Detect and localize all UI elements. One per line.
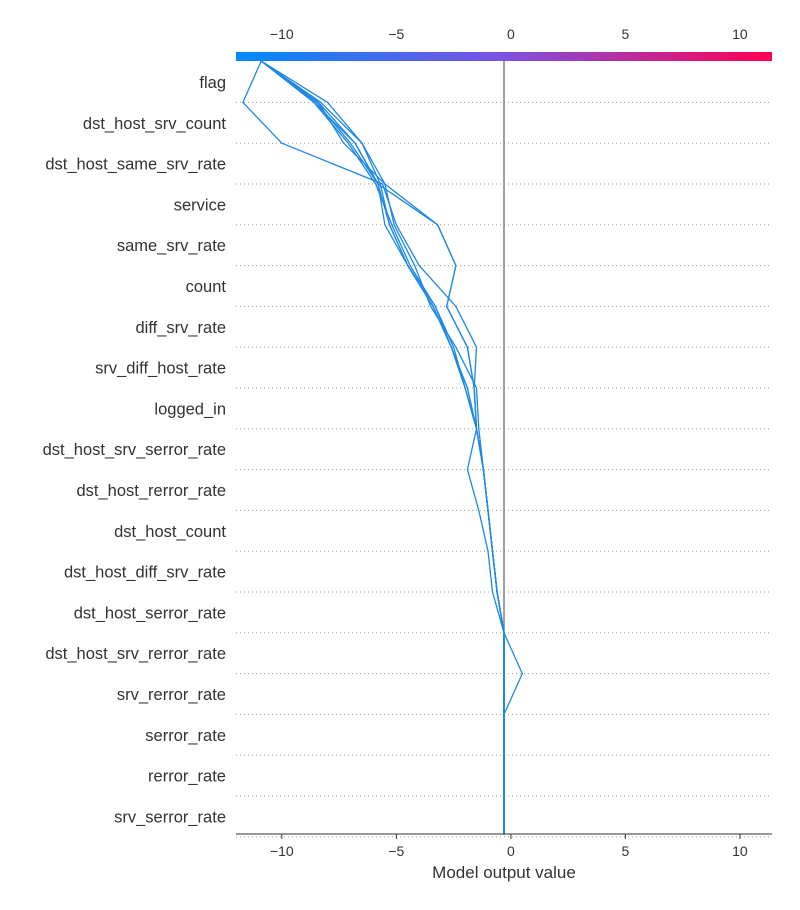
feature-label: dst_host_same_srv_rate <box>45 156 226 174</box>
feature-label: dst_host_srv_serror_rate <box>43 441 226 459</box>
feature-label: count <box>186 278 227 296</box>
feature-label: dst_host_diff_srv_rate <box>64 564 226 582</box>
feature-label: flag <box>199 74 226 92</box>
feature-label: diff_srv_rate <box>136 319 227 337</box>
feature-label: same_srv_rate <box>117 237 226 255</box>
feature-label: srv_serror_rate <box>114 808 226 826</box>
feature-label: service <box>174 196 226 214</box>
feature-label: dst_host_rerror_rate <box>77 482 227 500</box>
top-tick-label: 5 <box>622 26 630 42</box>
top-tick-label: 10 <box>732 26 748 42</box>
feature-labels: flag dst_host_srv_count dst_host_same_srv_… <box>43 74 227 826</box>
bottom-tick-label: −5 <box>388 843 404 859</box>
feature-label: serror_rate <box>145 727 226 745</box>
feature-label: srv_rerror_rate <box>117 686 226 704</box>
feature-label: dst_host_serror_rate <box>74 604 226 622</box>
decision-line <box>260 60 505 835</box>
bottom-axis: −10 −5 0 5 10 <box>236 833 772 859</box>
bottom-tick-label: 0 <box>507 843 515 859</box>
decision-line <box>260 60 505 835</box>
decision-line <box>260 60 505 835</box>
decision-line <box>260 60 505 835</box>
feature-label: dst_host_srv_rerror_rate <box>45 645 226 663</box>
feature-label: srv_diff_host_rate <box>95 360 226 378</box>
decision-line <box>260 60 505 835</box>
feature-label: dst_host_count <box>114 523 226 541</box>
feature-label: rerror_rate <box>148 768 226 786</box>
decision-line <box>260 60 505 835</box>
bottom-tick-label: −10 <box>270 843 294 859</box>
x-axis-title: Model output value <box>432 863 576 882</box>
bottom-tick-label: 10 <box>732 843 748 859</box>
decision-line <box>260 60 505 835</box>
bottom-tick-label: 5 <box>622 843 630 859</box>
top-tick-label: −5 <box>388 26 404 42</box>
feature-label: dst_host_srv_count <box>83 115 227 133</box>
decision-lines <box>242 60 523 835</box>
decision-line <box>242 60 523 835</box>
colorbar <box>236 52 772 61</box>
top-tick-label: −10 <box>270 26 294 42</box>
feature-label: logged_in <box>154 400 226 418</box>
top-axis: −10 −5 0 5 10 <box>270 26 748 42</box>
top-tick-label: 0 <box>507 26 515 42</box>
